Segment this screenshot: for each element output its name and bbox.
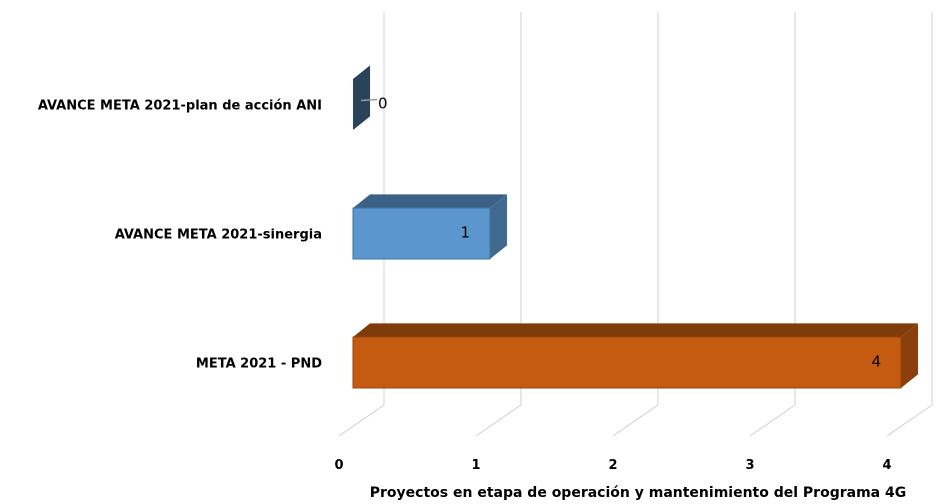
gridlines (338, 12, 933, 437)
bar-top-face (353, 323, 919, 337)
x-tick-label: 4 (882, 458, 891, 473)
x-tick-labels: 0 1 2 3 4 (334, 458, 891, 473)
bar-top-face (353, 194, 508, 208)
floor-gridline (886, 404, 933, 437)
bars: 0 1 4 (352, 65, 919, 389)
bar-front-face (352, 207, 491, 260)
bar: 0 (353, 65, 388, 130)
data-label: 0 (378, 95, 388, 113)
bar: 1 (352, 194, 508, 260)
x-axis-title: Proyectos en etapa de operación y manten… (370, 485, 906, 501)
bar: 4 (352, 323, 919, 389)
bar-side-face (901, 323, 919, 388)
bar-front-face (352, 336, 902, 389)
bar-side-face (353, 65, 371, 130)
x-tick-label: 0 (334, 458, 343, 473)
floor-gridline (475, 404, 522, 437)
data-label: 1 (460, 224, 470, 242)
category-label: META 2021 - PND (196, 357, 322, 372)
category-label: AVANCE META 2021-plan de acción ANI (38, 99, 322, 114)
x-tick-label: 3 (745, 458, 754, 473)
category-labels: AVANCE META 2021-plan de acción ANI AVANC… (38, 99, 322, 372)
x-tick-label: 2 (608, 458, 617, 473)
leader-line (360, 98, 378, 102)
category-label: AVANCE META 2021-sinergia (115, 228, 322, 243)
floor-gridline (338, 404, 385, 437)
floor-gridline (749, 404, 796, 437)
data-label: 4 (871, 353, 881, 371)
x-tick-label: 1 (471, 458, 480, 473)
floor-gridline (612, 404, 659, 437)
bar-side-face (490, 194, 508, 259)
